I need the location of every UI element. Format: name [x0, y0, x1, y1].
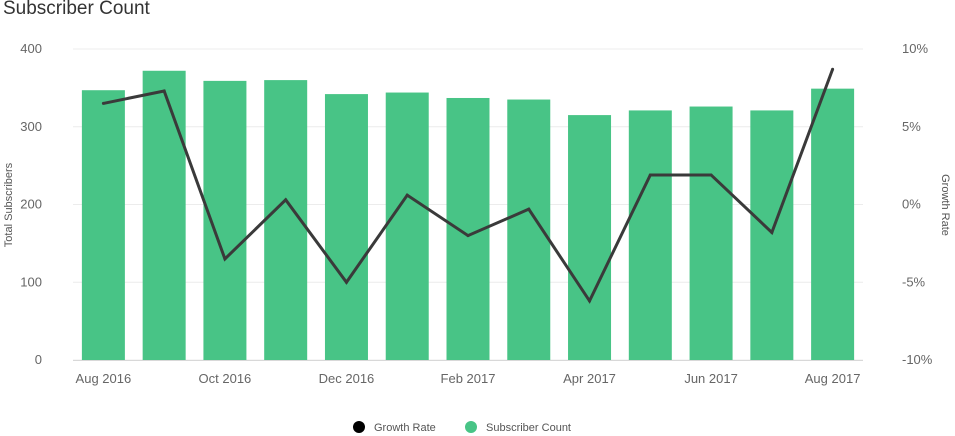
growth-rate-point[interactable]	[101, 101, 105, 105]
y-axis-title: Total Subscribers	[3, 162, 15, 247]
y2-tick-label: 0%	[902, 197, 921, 212]
y2-tick-label: 5%	[902, 119, 921, 134]
legend-item-growth-rate[interactable]: Growth Rate	[353, 421, 436, 434]
growth-rate-point[interactable]	[405, 193, 409, 197]
y-tick-label: 0	[35, 352, 42, 367]
y2-axis-title: Growth Rate	[939, 174, 951, 236]
bar[interactable]	[81, 90, 125, 361]
y2-tick-label: -5%	[902, 274, 926, 289]
growth-rate-point[interactable]	[162, 89, 166, 93]
bar[interactable]	[142, 70, 186, 361]
axes: 400 10% 300 5% 200 0% 100 -5% 0 -10% Aug 2016 Oct 2…	[20, 41, 932, 386]
growth-rate-point[interactable]	[770, 230, 774, 234]
y-tick-label: 100	[20, 274, 42, 289]
legend-item-subscriber-count[interactable]: Subscriber Count	[465, 421, 571, 434]
y2-tick-label: -10%	[902, 352, 933, 367]
x-tick-label: Aug 2017	[805, 371, 861, 386]
growth-rate-point[interactable]	[831, 67, 835, 71]
y-tick-label: 200	[20, 197, 42, 212]
growth-rate-point[interactable]	[223, 257, 227, 261]
growth-rate-point[interactable]	[466, 234, 470, 238]
bar[interactable]	[750, 110, 794, 360]
bar[interactable]	[385, 92, 429, 360]
x-tick-label: Dec 2016	[319, 371, 375, 386]
legend-label-subscriber-count: Subscriber Count	[486, 422, 571, 434]
bar[interactable]	[628, 110, 672, 360]
legend-swatch-growth-rate	[353, 421, 365, 433]
x-tick-label: Jun 2017	[684, 371, 738, 386]
bar[interactable]	[324, 94, 368, 360]
x-tick-label: Aug 2016	[76, 371, 132, 386]
growth-rate-point[interactable]	[709, 173, 713, 177]
x-tick-label: Apr 2017	[563, 371, 616, 386]
x-tick-label: Oct 2016	[199, 371, 252, 386]
growth-rate-point[interactable]	[527, 207, 531, 211]
chart-title: Subscriber Count	[3, 0, 150, 19]
legend: Growth Rate Subscriber Count	[353, 421, 571, 434]
growth-rate-point[interactable]	[344, 280, 348, 284]
growth-rate-line-group	[101, 67, 835, 304]
growth-rate-point[interactable]	[648, 173, 652, 177]
y-tick-label: 300	[20, 119, 42, 134]
growth-rate-point[interactable]	[588, 299, 592, 303]
y2-tick-label: 10%	[902, 41, 928, 56]
subscriber-bars	[81, 70, 855, 361]
legend-swatch-subscriber-count	[465, 421, 477, 433]
growth-rate-point[interactable]	[284, 198, 288, 202]
bar[interactable]	[811, 88, 855, 360]
bar[interactable]	[568, 115, 612, 361]
x-tick-label: Feb 2017	[441, 371, 496, 386]
legend-label-growth-rate: Growth Rate	[374, 422, 436, 434]
y-tick-label: 400	[20, 41, 42, 56]
bar[interactable]	[689, 106, 733, 360]
